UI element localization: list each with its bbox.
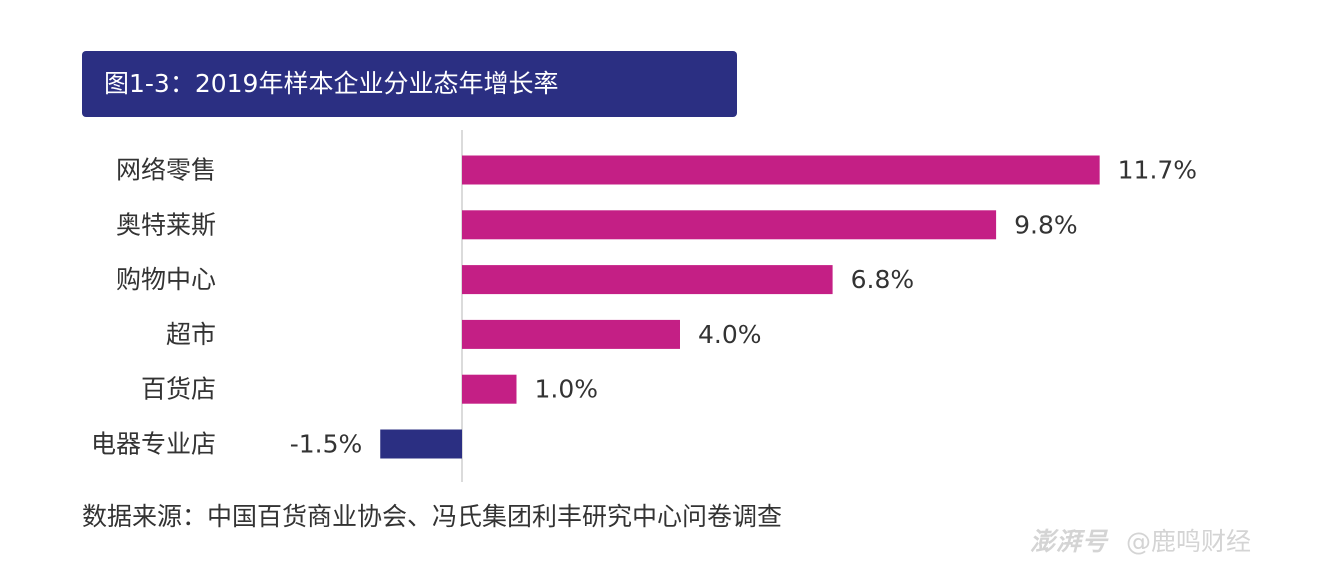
bar-3	[462, 265, 833, 295]
value-label: -1.5%	[290, 430, 363, 459]
category-label: 百货店	[141, 375, 216, 404]
value-label: 11.7%	[1118, 156, 1197, 185]
value-label: 9.8%	[1014, 210, 1078, 239]
title-banner: 图1-3：2019年样本企业分业态年增长率	[82, 51, 737, 117]
bar-5	[462, 374, 517, 404]
value-label: 6.8%	[851, 265, 915, 294]
watermark-handle: @鹿鸣财经	[1126, 527, 1252, 556]
category-label: 网络零售	[116, 156, 216, 185]
data-source-note: 数据来源：中国百货商业协会、冯氏集团利丰研究中心问卷调查	[82, 502, 783, 531]
chart-title: 图1-3：2019年样本企业分业态年增长率	[104, 69, 559, 98]
bar-4	[462, 319, 680, 349]
category-label: 超市	[166, 320, 216, 349]
category-label: 电器专业店	[91, 430, 216, 459]
bar-1	[462, 155, 1100, 185]
value-label: 1.0%	[535, 375, 599, 404]
bar-2	[462, 210, 997, 240]
watermark: 澎湃号 @鹿鸣财经	[1030, 522, 1251, 562]
category-label: 奥特莱斯	[116, 210, 216, 239]
bar-6	[380, 429, 462, 459]
watermark-logo: 澎湃号	[1030, 527, 1109, 556]
value-label: 4.0%	[698, 320, 762, 349]
category-label: 购物中心	[116, 265, 216, 294]
